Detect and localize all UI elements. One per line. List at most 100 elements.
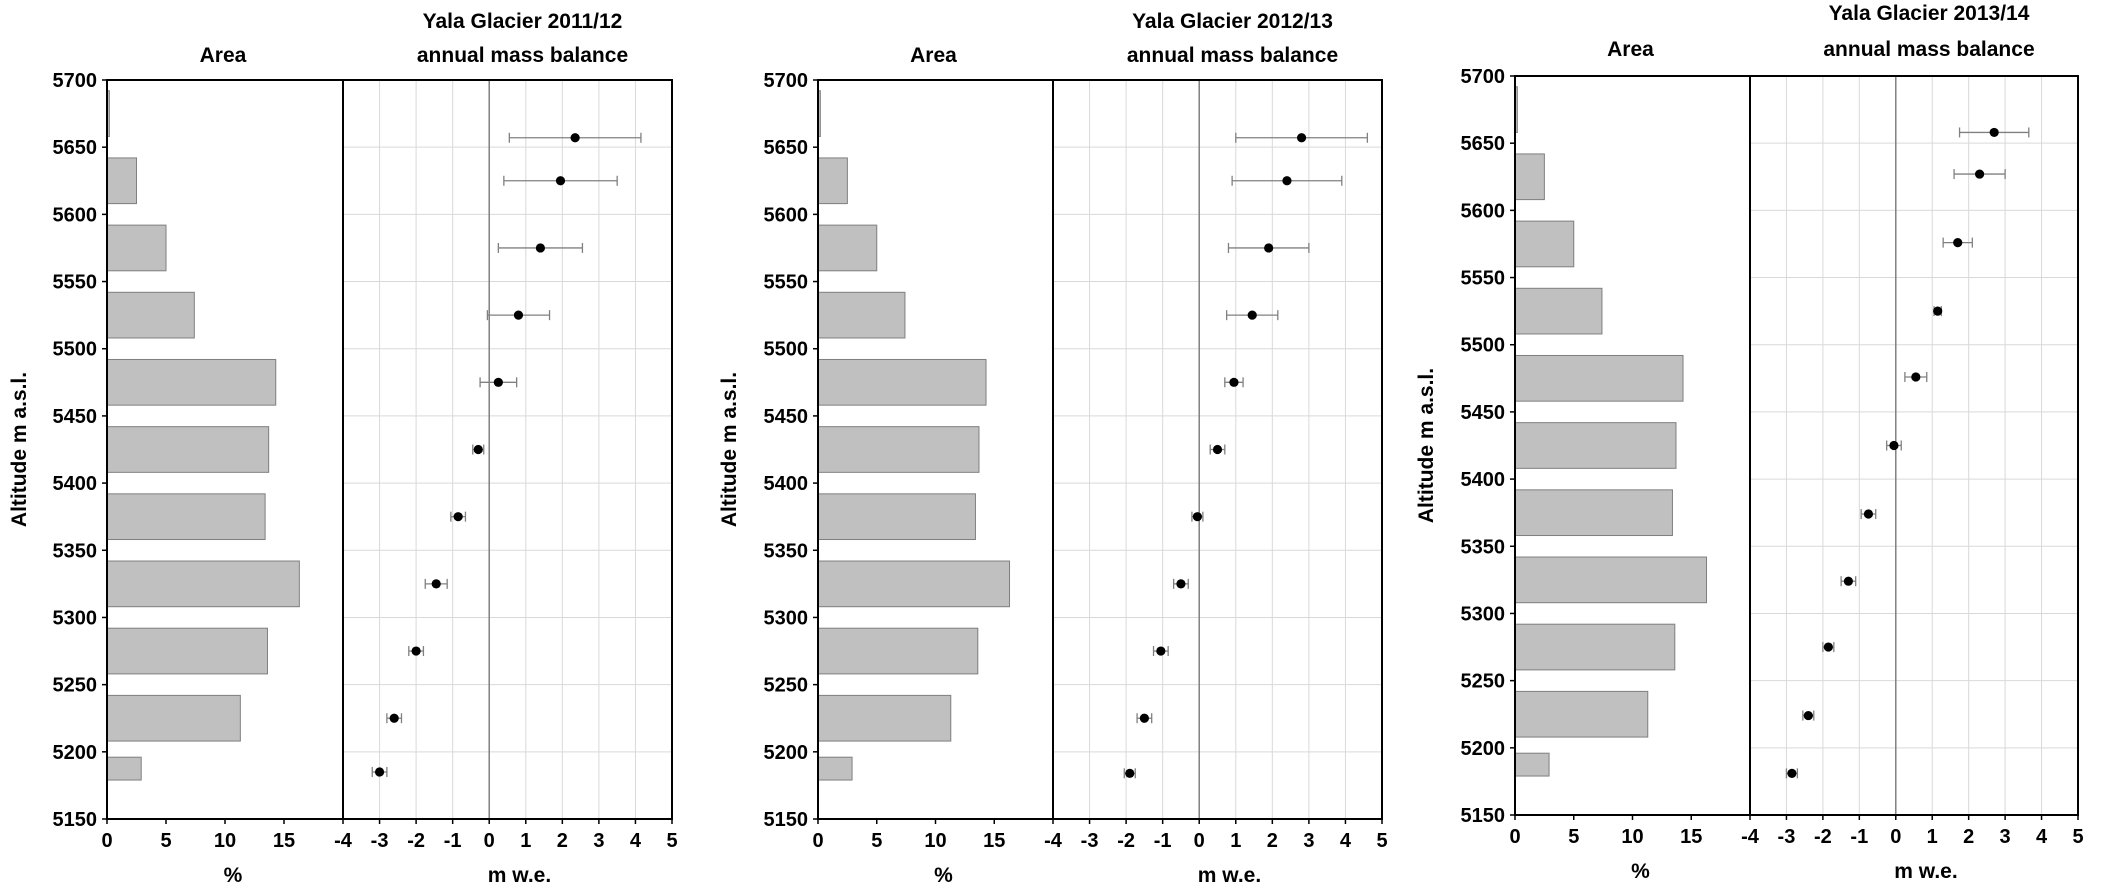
y-tick-label: 5300	[53, 607, 98, 629]
area-bar	[817, 756, 853, 781]
y-tick-label: 5500	[1461, 335, 1506, 357]
mb-x-tick-label: -1	[1850, 826, 1868, 848]
mb-x-tick-label: -4	[1044, 830, 1063, 852]
area-bar	[1514, 623, 1676, 671]
area-bar	[106, 224, 167, 272]
area-x-tick-label: 0	[101, 830, 112, 852]
mb-x-tick-label: -4	[334, 830, 353, 852]
area-bar	[106, 358, 277, 406]
area-x-axis-label: %	[934, 864, 953, 887]
mb-point	[1156, 646, 1166, 656]
mb-x-tick-label: -3	[1081, 830, 1099, 852]
mb-point	[1192, 512, 1202, 522]
mb-subplot-title: annual mass balance	[1823, 38, 2034, 61]
mb-point	[431, 579, 441, 589]
mb-x-tick-label: 4	[1340, 830, 1352, 852]
area-bar	[1514, 422, 1677, 469]
area-x-tick-label: 5	[1568, 826, 1579, 848]
y-tick-label: 5600	[1461, 200, 1506, 222]
mb-x-tick-label: -1	[1154, 830, 1172, 852]
y-tick-label: 5200	[764, 742, 809, 764]
y-tick-label: 5200	[53, 742, 98, 764]
mb-point	[453, 512, 463, 522]
mb-x-tick-label: 4	[630, 830, 642, 852]
area-subplot-title: Area	[910, 44, 957, 67]
mb-point	[570, 133, 580, 143]
y-tick-label: 5200	[1461, 738, 1506, 760]
mb-subplot-title: annual mass balance	[417, 44, 628, 67]
mb-x-tick-label: 4	[2036, 826, 2048, 848]
area-bar	[817, 426, 980, 473]
area-bar	[1514, 752, 1550, 777]
area-x-tick-label: 10	[924, 830, 946, 852]
chart-title: Yala Glacier 2011/12	[423, 10, 623, 33]
area-bar	[1514, 287, 1603, 335]
area-x-tick-label: 10	[214, 830, 236, 852]
y-tick-label: 5250	[1461, 671, 1506, 693]
area-bar	[817, 627, 979, 675]
mb-x-tick-label: 5	[666, 830, 677, 852]
mb-point	[493, 377, 503, 387]
mb-x-axis-label: m w.e.	[1198, 864, 1261, 887]
mb-point	[1125, 768, 1135, 778]
mb-x-tick-label: 1	[520, 830, 531, 852]
area-bar	[1514, 556, 1708, 604]
mb-x-tick-label: 3	[1303, 830, 1314, 852]
area-bar	[1514, 690, 1649, 738]
area-bar	[106, 493, 266, 541]
y-tick-label: 5350	[53, 540, 98, 562]
mb-x-tick-label: 3	[2000, 826, 2011, 848]
y-tick-label: 5450	[764, 406, 809, 428]
mb-point	[555, 176, 566, 186]
y-tick-label: 5250	[764, 675, 809, 697]
chart-panel-3: 5150520052505300535054005450550055505600…	[1415, 2, 2084, 883]
mb-point	[1212, 444, 1223, 455]
mb-point	[1889, 440, 1899, 451]
area-x-tick-label: 10	[1621, 826, 1643, 848]
area-bar	[1514, 220, 1575, 268]
y-tick-label: 5700	[53, 70, 98, 92]
mb-x-axis-label: m w.e.	[1894, 860, 1957, 883]
y-tick-label: 5500	[764, 339, 809, 361]
area-bar	[106, 157, 137, 205]
area-bar	[1514, 354, 1684, 402]
y-tick-label: 5450	[1461, 402, 1506, 424]
mb-x-tick-label: 0	[484, 830, 495, 852]
area-bar	[106, 560, 300, 608]
area-x-tick-label: 5	[160, 830, 171, 852]
mb-point	[1803, 710, 1813, 721]
y-tick-label: 5450	[53, 406, 98, 428]
area-bar	[1514, 153, 1545, 201]
mb-x-tick-label: 5	[1376, 830, 1387, 852]
chart-title: Yala Glacier 2013/14	[1829, 2, 2030, 25]
mb-point	[1787, 768, 1797, 778]
mb-x-tick-label: -3	[1778, 826, 1796, 848]
y-tick-label: 5250	[53, 675, 98, 697]
y-axis-label: Altitude m a.s.l.	[1415, 368, 1438, 523]
area-bar	[817, 358, 987, 406]
y-tick-label: 5650	[1461, 133, 1506, 155]
area-bar	[817, 291, 906, 339]
y-tick-label: 5500	[53, 339, 98, 361]
area-x-tick-label: 0	[812, 830, 823, 852]
mb-x-tick-label: 0	[1194, 830, 1205, 852]
mb-point	[1296, 133, 1307, 143]
y-axis-label: Altitude m a.s.l.	[8, 372, 31, 527]
area-bar	[106, 627, 268, 675]
y-tick-label: 5650	[53, 137, 98, 159]
mb-point	[535, 243, 546, 253]
mb-subplot-frame	[1052, 79, 1383, 820]
y-tick-label: 5400	[53, 473, 98, 495]
mb-x-tick-label: 0	[1890, 826, 1901, 848]
mb-x-tick-label: 1	[1927, 826, 1938, 848]
area-bar	[106, 756, 142, 781]
mb-x-tick-label: -2	[1117, 830, 1135, 852]
mb-point	[1176, 579, 1186, 589]
area-bar	[106, 426, 270, 473]
mb-point	[1823, 642, 1833, 652]
y-tick-label: 5300	[1461, 603, 1506, 625]
y-tick-label: 5700	[1461, 66, 1506, 88]
mb-x-tick-label: -2	[407, 830, 425, 852]
